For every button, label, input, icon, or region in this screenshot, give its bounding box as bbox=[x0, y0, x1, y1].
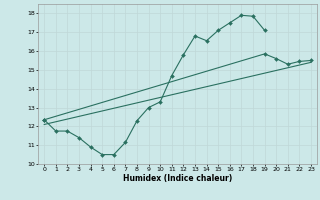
X-axis label: Humidex (Indice chaleur): Humidex (Indice chaleur) bbox=[123, 174, 232, 183]
